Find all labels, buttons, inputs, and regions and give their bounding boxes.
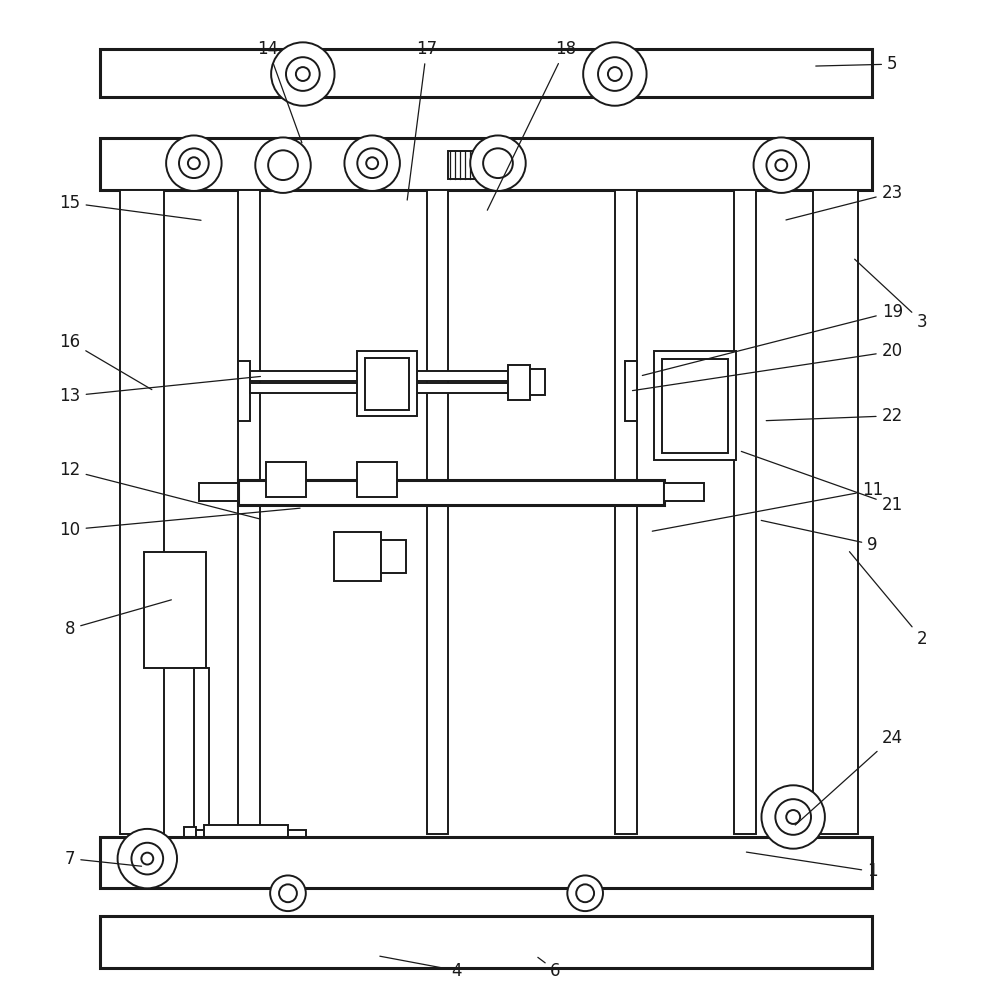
Bar bbox=[381, 540, 406, 573]
Text: 3: 3 bbox=[855, 259, 928, 331]
Bar bbox=[427, 190, 448, 834]
Text: 9: 9 bbox=[761, 520, 878, 554]
Circle shape bbox=[357, 148, 387, 178]
Circle shape bbox=[598, 57, 632, 91]
Text: 11: 11 bbox=[653, 481, 883, 531]
Circle shape bbox=[142, 853, 153, 865]
Bar bbox=[193, 668, 208, 832]
Bar bbox=[198, 483, 238, 501]
Circle shape bbox=[271, 42, 334, 106]
Circle shape bbox=[255, 137, 310, 193]
Circle shape bbox=[179, 148, 208, 178]
Circle shape bbox=[366, 157, 378, 169]
Text: 20: 20 bbox=[633, 342, 903, 391]
Circle shape bbox=[576, 884, 594, 902]
Bar bbox=[813, 190, 857, 834]
Bar bbox=[100, 138, 872, 190]
Text: 23: 23 bbox=[786, 184, 903, 220]
Text: 5: 5 bbox=[815, 55, 898, 73]
Circle shape bbox=[286, 57, 319, 91]
Bar bbox=[238, 480, 665, 505]
Bar bbox=[615, 190, 637, 834]
Bar bbox=[365, 358, 409, 410]
Bar bbox=[508, 365, 530, 400]
Text: 17: 17 bbox=[407, 40, 437, 200]
Bar bbox=[250, 383, 508, 393]
Circle shape bbox=[296, 67, 310, 81]
Circle shape bbox=[166, 135, 221, 191]
Bar bbox=[250, 371, 508, 381]
Text: 16: 16 bbox=[60, 333, 152, 390]
Bar bbox=[195, 830, 203, 846]
Text: 24: 24 bbox=[796, 729, 903, 825]
Text: 4: 4 bbox=[380, 956, 461, 980]
Bar bbox=[530, 369, 545, 395]
Text: 8: 8 bbox=[64, 600, 172, 638]
Bar bbox=[100, 837, 872, 888]
Circle shape bbox=[118, 829, 177, 888]
Circle shape bbox=[754, 137, 809, 193]
Bar bbox=[238, 361, 250, 421]
Text: 2: 2 bbox=[849, 552, 928, 648]
Text: 18: 18 bbox=[487, 40, 576, 210]
Text: 1: 1 bbox=[746, 852, 878, 880]
Bar bbox=[357, 462, 397, 497]
Bar bbox=[100, 49, 872, 97]
Bar bbox=[100, 916, 872, 968]
Circle shape bbox=[583, 42, 647, 106]
Circle shape bbox=[608, 67, 622, 81]
Bar bbox=[665, 483, 704, 501]
Bar bbox=[448, 151, 478, 179]
Circle shape bbox=[187, 157, 199, 169]
Circle shape bbox=[567, 875, 603, 911]
Text: 22: 22 bbox=[766, 407, 903, 425]
Circle shape bbox=[470, 135, 526, 191]
Bar bbox=[120, 190, 164, 834]
Bar bbox=[266, 462, 306, 497]
Bar bbox=[734, 190, 756, 834]
Circle shape bbox=[776, 159, 788, 171]
Circle shape bbox=[767, 150, 797, 180]
Text: 15: 15 bbox=[60, 194, 201, 220]
Bar bbox=[203, 825, 288, 851]
Text: 19: 19 bbox=[643, 303, 903, 375]
Circle shape bbox=[776, 799, 811, 835]
Bar bbox=[184, 827, 195, 849]
Bar bbox=[357, 351, 417, 416]
Text: 13: 13 bbox=[60, 376, 261, 405]
Circle shape bbox=[787, 810, 801, 824]
Text: 10: 10 bbox=[60, 508, 300, 539]
Text: 6: 6 bbox=[538, 957, 560, 980]
Circle shape bbox=[483, 148, 513, 178]
Text: 12: 12 bbox=[60, 461, 261, 519]
Circle shape bbox=[762, 785, 825, 849]
Text: 21: 21 bbox=[741, 451, 903, 514]
Circle shape bbox=[270, 875, 306, 911]
Bar bbox=[625, 361, 637, 421]
Bar bbox=[288, 830, 306, 848]
Bar bbox=[333, 532, 381, 581]
Circle shape bbox=[344, 135, 400, 191]
Text: 14: 14 bbox=[258, 40, 302, 143]
Text: 7: 7 bbox=[64, 850, 142, 868]
Circle shape bbox=[268, 150, 298, 180]
Bar bbox=[655, 351, 736, 460]
Bar bbox=[663, 359, 728, 453]
Circle shape bbox=[132, 843, 163, 874]
Bar bbox=[144, 552, 205, 668]
Circle shape bbox=[279, 884, 297, 902]
Bar bbox=[238, 190, 260, 834]
